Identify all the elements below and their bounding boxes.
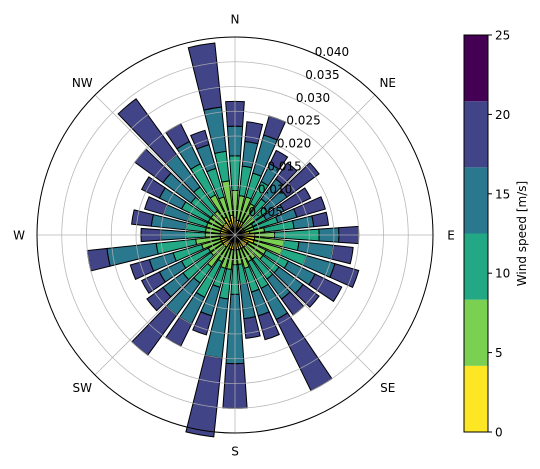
direction-label: E: [447, 229, 455, 243]
rose-bar-segment: [275, 162, 298, 186]
direction-label: N: [231, 13, 240, 27]
rose-bar-segment: [279, 187, 312, 212]
colorbar-blocks: [464, 35, 488, 432]
radial-tick-label: 0.015: [267, 159, 301, 173]
rose-bar-segment: [192, 311, 213, 336]
polar-spine: [36, 36, 434, 434]
colorbar-label: Wind speed [m/s]: [515, 181, 529, 286]
rose-bar-segment: [329, 263, 360, 289]
radial-tick-labels: 0.005 0.010 0.015 0.020 0.025 0.030 0.035 0.040: [248, 45, 349, 219]
direction-label: SW: [73, 381, 93, 395]
direction-label: S: [231, 445, 239, 459]
rose-bar-segment: [308, 273, 343, 303]
rose-bar-segment: [187, 42, 223, 111]
radial-tick-label: 0.020: [277, 137, 311, 151]
radial-tick-label: 0.040: [315, 45, 349, 59]
colorbar-tick-label: 20: [495, 108, 510, 122]
colorbar-tick-label: 10: [495, 267, 510, 281]
colorbar: 0 5 10 15 20 25 Wind speed [m/s]: [463, 29, 529, 440]
rose-bar-segment: [293, 196, 327, 218]
colorbar-ticks: 0 5 10 15 20 25: [488, 29, 510, 440]
radial-tick-label: 0.035: [305, 68, 339, 82]
colorbar-tick-label: 15: [495, 187, 510, 201]
colorbar-block: [464, 101, 488, 168]
bars-layer: [86, 42, 360, 438]
direction-labels: N NE E SE S SW W NW: [13, 13, 455, 459]
colorbar-block: [464, 299, 488, 366]
angular-grid-line: [234, 234, 376, 376]
rose-bar-segment: [140, 271, 166, 294]
radial-tick-label: 0.010: [258, 182, 292, 196]
polar-axes: 0.005 0.010 0.015 0.020 0.025 0.030 0.035 0.040…: [13, 13, 455, 459]
rose-bar-segment: [146, 286, 172, 312]
rose-bar-segment: [294, 283, 320, 308]
direction-label: NW: [72, 76, 93, 90]
colorbar-block: [464, 35, 488, 102]
rose-bar-segment: [311, 211, 330, 228]
angular-grid-line: [94, 94, 236, 236]
radial-tick-label: 0.025: [286, 114, 320, 128]
colorbar-tick-label: 0: [495, 426, 503, 440]
colorbar-block: [464, 167, 488, 234]
radial-tick-label: 0.030: [296, 91, 330, 105]
angular-grid-line: [234, 94, 376, 236]
direction-label: W: [13, 229, 25, 243]
colorbar-block: [464, 233, 488, 300]
rose-bar-segment: [140, 176, 166, 199]
rose-bar-segment: [257, 311, 280, 341]
direction-label: NE: [379, 76, 396, 90]
grid-layer: [36, 36, 434, 434]
angular-grid-line: [94, 234, 236, 376]
rose-bar-segment: [244, 121, 264, 145]
rose-bar-segment: [280, 162, 320, 198]
colorbar-frame: [463, 34, 489, 433]
rose-bar-segment: [269, 149, 289, 171]
direction-label: SE: [380, 381, 395, 395]
colorbar-block: [464, 365, 488, 432]
colorbar-tick-label: 5: [495, 346, 503, 360]
colorbar-tick-label: 25: [495, 29, 510, 43]
radial-tick-label: 0.005: [248, 205, 282, 219]
